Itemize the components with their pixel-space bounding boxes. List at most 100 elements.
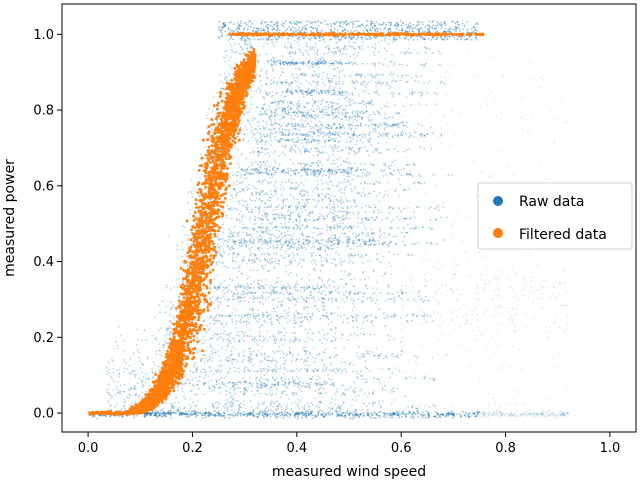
raw-data-point bbox=[261, 38, 263, 40]
raw-data-point bbox=[257, 402, 260, 404]
raw-data-point bbox=[408, 188, 411, 190]
raw-data-point bbox=[327, 127, 329, 130]
raw-data-point bbox=[332, 200, 335, 203]
raw-data-point bbox=[340, 196, 342, 198]
raw-data-point bbox=[259, 133, 262, 136]
raw-data-point bbox=[358, 150, 360, 153]
raw-data-point bbox=[374, 113, 376, 116]
raw-data-point bbox=[393, 62, 396, 64]
raw-data-point bbox=[338, 407, 341, 409]
raw-data-point bbox=[291, 140, 294, 143]
raw-data-point bbox=[390, 241, 393, 243]
raw-data-point bbox=[283, 64, 286, 66]
raw-data-point bbox=[322, 135, 325, 138]
raw-data-point bbox=[273, 338, 276, 341]
raw-data-point bbox=[222, 286, 224, 289]
raw-data-point bbox=[432, 36, 434, 39]
raw-data-point bbox=[248, 247, 251, 250]
raw-data-point bbox=[407, 207, 409, 209]
raw-data-point bbox=[291, 292, 294, 295]
raw-data-point bbox=[310, 127, 313, 130]
raw-data-point bbox=[230, 245, 233, 248]
raw-data-point bbox=[316, 53, 319, 56]
raw-data-point bbox=[252, 408, 255, 411]
raw-data-point bbox=[347, 241, 350, 244]
raw-data-point bbox=[275, 225, 278, 228]
raw-data-point bbox=[420, 124, 423, 127]
raw-data-point bbox=[263, 314, 265, 317]
raw-data-point bbox=[203, 382, 206, 385]
raw-data-point bbox=[266, 168, 269, 171]
raw-data-point bbox=[391, 414, 394, 416]
raw-data-point bbox=[387, 284, 389, 287]
raw-data-point bbox=[318, 232, 321, 235]
raw-data-point bbox=[395, 123, 398, 126]
raw-data-point bbox=[374, 123, 377, 126]
raw-data-point bbox=[256, 163, 259, 166]
raw-data-point bbox=[243, 321, 246, 324]
raw-data-point bbox=[354, 115, 357, 118]
raw-data-point bbox=[300, 224, 303, 227]
raw-data-point bbox=[252, 30, 255, 32]
raw-data-point bbox=[206, 360, 209, 362]
raw-data-point bbox=[284, 214, 287, 217]
raw-data-point bbox=[340, 104, 343, 107]
raw-data-point bbox=[348, 62, 351, 64]
raw-data-point bbox=[364, 217, 366, 219]
raw-data-point bbox=[316, 369, 319, 372]
raw-data-point bbox=[299, 21, 301, 24]
raw-data-point bbox=[218, 285, 221, 288]
raw-data-point bbox=[318, 388, 320, 390]
raw-data-point bbox=[265, 407, 268, 410]
raw-data-point bbox=[290, 93, 293, 95]
raw-data-point bbox=[285, 393, 288, 396]
raw-data-point bbox=[248, 259, 250, 262]
raw-data-point bbox=[443, 82, 446, 85]
raw-data-point bbox=[377, 81, 379, 84]
raw-data-point bbox=[329, 200, 331, 203]
raw-data-point bbox=[488, 410, 491, 413]
raw-data-point bbox=[257, 412, 259, 415]
raw-data-point bbox=[383, 127, 386, 130]
raw-data-point bbox=[347, 388, 350, 391]
raw-data-point bbox=[330, 23, 332, 25]
raw-data-point bbox=[277, 301, 280, 303]
raw-data-point bbox=[231, 245, 234, 248]
raw-data-point bbox=[329, 63, 332, 65]
raw-data-point bbox=[240, 174, 243, 176]
raw-data-point bbox=[293, 22, 296, 25]
raw-data-point bbox=[329, 340, 332, 343]
raw-data-point bbox=[326, 332, 329, 335]
raw-data-point bbox=[297, 162, 300, 165]
raw-data-point bbox=[308, 377, 311, 380]
raw-data-point bbox=[392, 315, 395, 318]
raw-data-point bbox=[412, 404, 414, 407]
raw-data-point bbox=[383, 117, 386, 120]
raw-data-point bbox=[359, 291, 361, 293]
raw-data-point bbox=[389, 412, 392, 415]
raw-data-point bbox=[373, 355, 376, 357]
raw-data-point bbox=[412, 38, 415, 41]
raw-data-point bbox=[202, 382, 205, 384]
raw-data-point bbox=[260, 108, 263, 110]
raw-data-point bbox=[317, 90, 320, 93]
raw-data-point bbox=[327, 318, 330, 321]
raw-data-point bbox=[420, 75, 423, 77]
raw-data-point bbox=[299, 89, 302, 92]
raw-data-point bbox=[440, 133, 443, 136]
raw-data-point bbox=[337, 314, 339, 317]
raw-data-point bbox=[301, 61, 304, 64]
raw-data-point bbox=[351, 417, 354, 420]
raw-data-point bbox=[266, 206, 269, 209]
raw-data-point bbox=[417, 241, 420, 244]
raw-data-point bbox=[344, 411, 347, 414]
raw-data-point bbox=[309, 240, 311, 243]
raw-data-point bbox=[335, 83, 337, 85]
raw-data-point bbox=[178, 413, 181, 416]
raw-data-point bbox=[296, 80, 299, 83]
raw-data-point bbox=[375, 216, 378, 219]
raw-data-point bbox=[263, 148, 266, 150]
raw-data-point bbox=[241, 338, 243, 340]
raw-data-point bbox=[459, 38, 462, 41]
raw-data-point bbox=[285, 385, 287, 388]
